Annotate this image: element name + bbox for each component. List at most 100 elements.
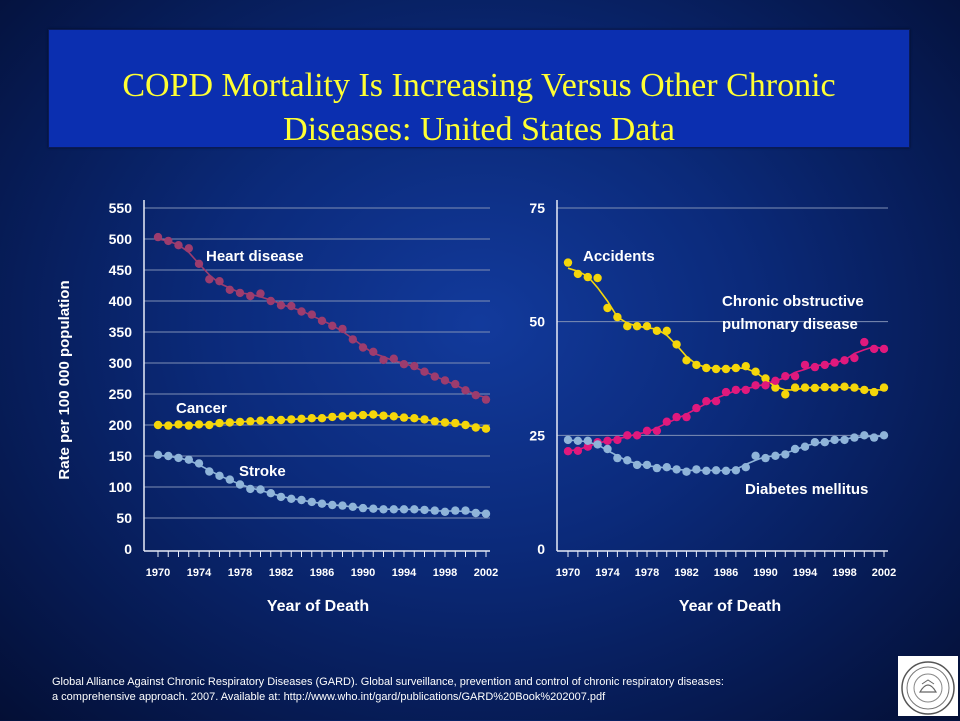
left-x-tick-label-1982: 1982 <box>269 567 293 579</box>
right-point-accidents-1971 <box>573 269 583 279</box>
title-box: COPD Mortality Is Increasing Versus Othe… <box>48 29 910 148</box>
left-point-heart-disease-1985 <box>307 310 316 319</box>
left-point-stroke-1972 <box>174 453 183 463</box>
left-point-heart-disease-2001 <box>471 391 480 400</box>
left-x-tick-label-2002: 2002 <box>474 567 498 579</box>
left-point-heart-disease-1972 <box>174 241 183 250</box>
right-point-accidents-1983 <box>692 360 701 370</box>
right-point-accidents-1994 <box>800 383 810 392</box>
left-point-cancer-1975 <box>205 420 214 430</box>
right-point-chronic-obstructive-pulmonary-disease-1986 <box>721 387 731 397</box>
right-point-diabetes-mellitus-1991 <box>771 451 780 460</box>
right-point-accidents-1992 <box>781 390 790 399</box>
right-series-label-accidents: Accidents <box>583 248 655 265</box>
left-point-stroke-1984 <box>297 495 306 505</box>
left-point-cancer-1993 <box>389 412 398 421</box>
right-point-chronic-obstructive-pulmonary-disease-2002 <box>879 344 889 354</box>
right-point-diabetes-mellitus-1981 <box>672 465 681 474</box>
title-line-2: Diseases: United States Data <box>283 111 675 148</box>
left-x-tick-label-1990: 1990 <box>351 567 375 579</box>
left-x-axis-title: Year of Death <box>267 598 369 615</box>
left-point-heart-disease-1994 <box>399 360 409 369</box>
left-y-tick-label-250: 250 <box>109 386 133 402</box>
left-point-stroke-1978 <box>235 480 245 489</box>
citation-line-1: Global Alliance Against Chronic Respirat… <box>52 676 724 688</box>
left-point-stroke-1973 <box>184 455 193 464</box>
right-point-diabetes-mellitus-1988 <box>741 463 750 472</box>
left-point-heart-disease-2000 <box>461 386 470 395</box>
right-series-label-diabetes-mellitus: Diabetes mellitus <box>745 481 868 498</box>
right-point-accidents-1975 <box>613 312 622 322</box>
right-point-diabetes-mellitus-2001 <box>869 433 879 442</box>
right-point-chronic-obstructive-pulmonary-disease-1985 <box>711 397 721 406</box>
right-point-diabetes-mellitus-1975 <box>613 453 622 463</box>
left-point-heart-disease-1990 <box>358 343 368 352</box>
left-point-stroke-1989 <box>348 502 357 511</box>
left-point-stroke-1998 <box>440 507 450 516</box>
right-point-diabetes-mellitus-1990 <box>761 453 770 463</box>
left-point-cancer-1983 <box>287 415 296 424</box>
left-point-cancer-1978 <box>235 417 245 427</box>
right-point-accidents-2001 <box>869 387 879 397</box>
right-point-diabetes-mellitus-1985 <box>711 466 721 475</box>
right-point-accidents-1982 <box>682 356 691 365</box>
right-point-chronic-obstructive-pulmonary-disease-1976 <box>623 431 632 440</box>
left-y-tick-label-500: 500 <box>109 231 133 247</box>
left-y-tick-label-50: 50 <box>116 510 132 526</box>
left-point-cancer-1973 <box>184 421 193 430</box>
right-point-diabetes-mellitus-1978 <box>642 460 652 470</box>
right-point-diabetes-mellitus-2002 <box>879 431 889 440</box>
left-point-cancer-1994 <box>399 413 409 422</box>
left-point-cancer-1980 <box>256 416 265 425</box>
right-point-accidents-1998 <box>840 382 849 391</box>
left-point-heart-disease-1982 <box>276 301 286 310</box>
right-x-tick-label-1998: 1998 <box>832 567 856 579</box>
left-point-cancer-1971 <box>164 421 173 430</box>
right-point-chronic-obstructive-pulmonary-disease-1970 <box>563 447 573 456</box>
left-point-stroke-1981 <box>266 489 275 498</box>
left-point-stroke-1975 <box>205 467 214 476</box>
left-point-heart-disease-1984 <box>297 307 306 316</box>
left-y-tick-label-150: 150 <box>109 448 133 464</box>
left-y-tick-label-0: 0 <box>124 541 132 557</box>
left-point-heart-disease-2002 <box>481 395 491 404</box>
right-point-diabetes-mellitus-1995 <box>810 438 820 447</box>
left-point-heart-disease-1996 <box>420 367 429 376</box>
right-x-tick-label-1986: 1986 <box>714 567 738 579</box>
right-point-chronic-obstructive-pulmonary-disease-1996 <box>820 360 829 370</box>
right-point-chronic-obstructive-pulmonary-disease-1995 <box>810 362 820 372</box>
left-point-heart-disease-1993 <box>389 354 398 363</box>
left-point-heart-disease-1971 <box>164 236 173 246</box>
right-point-chronic-obstructive-pulmonary-disease-1993 <box>790 372 800 381</box>
left-point-cancer-1996 <box>420 415 429 424</box>
right-point-chronic-obstructive-pulmonary-disease-1999 <box>850 353 859 363</box>
left-y-tick-label-350: 350 <box>109 324 133 340</box>
right-x-tick-label-1974: 1974 <box>595 567 620 579</box>
left-point-cancer-1979 <box>246 417 255 426</box>
left-point-cancer-1986 <box>317 414 327 423</box>
left-point-heart-disease-1989 <box>348 335 357 344</box>
right-point-diabetes-mellitus-1989 <box>751 451 760 460</box>
citation-line-2: a comprehensive approach. 2007. Availabl… <box>52 691 606 703</box>
page-title: COPD Mortality Is Increasing Versus Othe… <box>49 64 909 152</box>
left-point-stroke-2001 <box>471 508 480 518</box>
right-point-accidents-1970 <box>563 258 573 267</box>
right-point-accidents-1993 <box>790 383 800 392</box>
left-point-cancer-1995 <box>410 414 419 423</box>
left-point-heart-disease-1980 <box>256 289 265 298</box>
right-point-chronic-obstructive-pulmonary-disease-1974 <box>603 436 612 445</box>
right-point-diabetes-mellitus-1987 <box>731 466 741 475</box>
right-point-accidents-1980 <box>662 326 671 335</box>
right-point-accidents-1985 <box>711 364 721 374</box>
right-point-accidents-1991 <box>771 383 780 392</box>
right-point-diabetes-mellitus-1998 <box>840 435 849 445</box>
right-point-accidents-1990 <box>761 374 770 383</box>
right-point-chronic-obstructive-pulmonary-disease-1987 <box>731 385 741 395</box>
right-point-diabetes-mellitus-1997 <box>830 435 839 445</box>
right-y-tick-label-25: 25 <box>529 427 545 443</box>
left-point-cancer-1991 <box>369 410 378 419</box>
left-y-axis-title: Rate per 100 000 population <box>56 280 73 479</box>
left-point-heart-disease-1987 <box>328 321 337 330</box>
university-seal-icon <box>898 656 958 716</box>
